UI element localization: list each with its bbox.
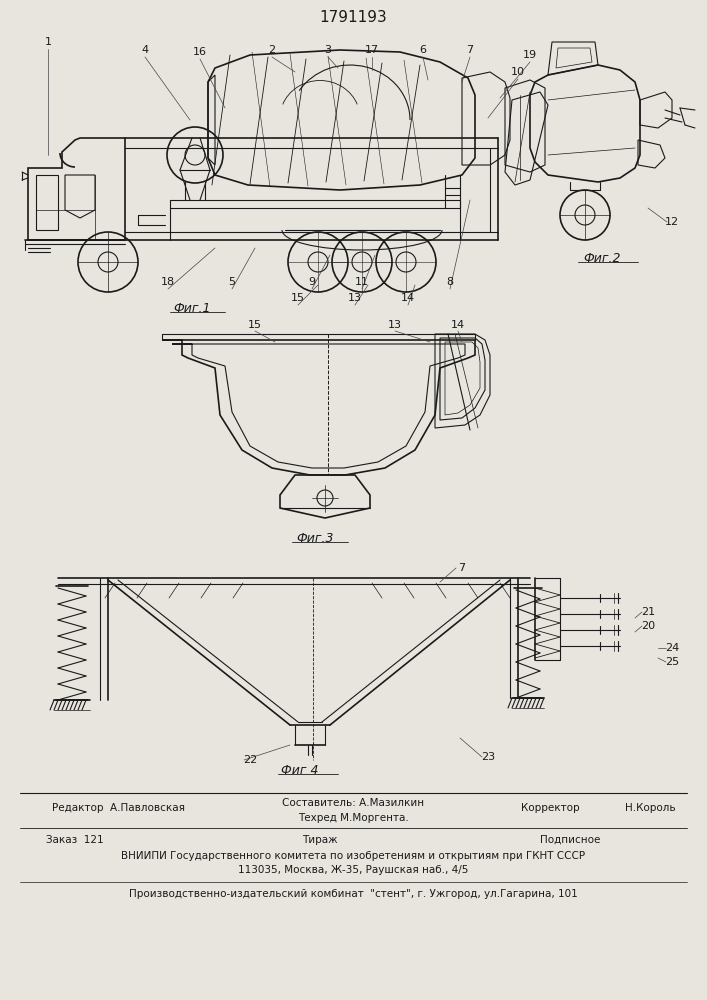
Text: 22: 22 [243, 755, 257, 765]
Text: 12: 12 [665, 217, 679, 227]
Text: 11: 11 [355, 277, 369, 287]
Text: 4: 4 [141, 45, 148, 55]
Text: 15: 15 [248, 320, 262, 330]
Text: Фиг.3: Фиг.3 [296, 532, 334, 544]
Text: Производственно-издательский комбинат  "стент", г. Ужгород, ул.Гагарина, 101: Производственно-издательский комбинат "с… [129, 889, 578, 899]
Text: 10: 10 [511, 67, 525, 77]
Text: 8: 8 [446, 277, 454, 287]
Text: Заказ  121: Заказ 121 [46, 835, 104, 845]
Text: 21: 21 [641, 607, 655, 617]
Text: Н.Король: Н.Король [625, 803, 675, 813]
Text: 13: 13 [348, 293, 362, 303]
Text: Составитель: А.Мазилкин: Составитель: А.Мазилкин [282, 798, 424, 808]
Text: 15: 15 [291, 293, 305, 303]
Text: 16: 16 [193, 47, 207, 57]
Text: 7: 7 [467, 45, 474, 55]
Text: 24: 24 [665, 643, 679, 653]
Text: 25: 25 [665, 657, 679, 667]
Text: 3: 3 [325, 45, 332, 55]
Text: ВНИИПИ Государственного комитета по изобретениям и открытиям при ГКНТ СССР: ВНИИПИ Государственного комитета по изоб… [121, 851, 585, 861]
Text: Фиг.1: Фиг.1 [173, 302, 211, 314]
Text: Фиг 4: Фиг 4 [281, 764, 319, 776]
Text: Тираж: Тираж [302, 835, 338, 845]
Text: 20: 20 [641, 621, 655, 631]
Text: 6: 6 [419, 45, 426, 55]
Text: 23: 23 [481, 752, 495, 762]
Text: 113035, Москва, Ж-35, Раушская наб., 4/5: 113035, Москва, Ж-35, Раушская наб., 4/5 [238, 865, 468, 875]
Text: 14: 14 [451, 320, 465, 330]
Text: 9: 9 [308, 277, 315, 287]
Text: 17: 17 [365, 45, 379, 55]
Text: Техред М.Моргента.: Техред М.Моргента. [298, 813, 409, 823]
Text: 1: 1 [45, 37, 52, 47]
Text: 19: 19 [523, 50, 537, 60]
Text: 7: 7 [458, 563, 466, 573]
Text: Редактор  А.Павловская: Редактор А.Павловская [52, 803, 185, 813]
Text: Корректор: Корректор [520, 803, 579, 813]
Text: Фиг.2: Фиг.2 [583, 251, 621, 264]
Text: 5: 5 [228, 277, 235, 287]
Text: 14: 14 [401, 293, 415, 303]
Text: 2: 2 [269, 45, 276, 55]
Text: 13: 13 [388, 320, 402, 330]
Text: 1791193: 1791193 [319, 10, 387, 25]
Text: 18: 18 [161, 277, 175, 287]
Text: Подписное: Подписное [540, 835, 600, 845]
